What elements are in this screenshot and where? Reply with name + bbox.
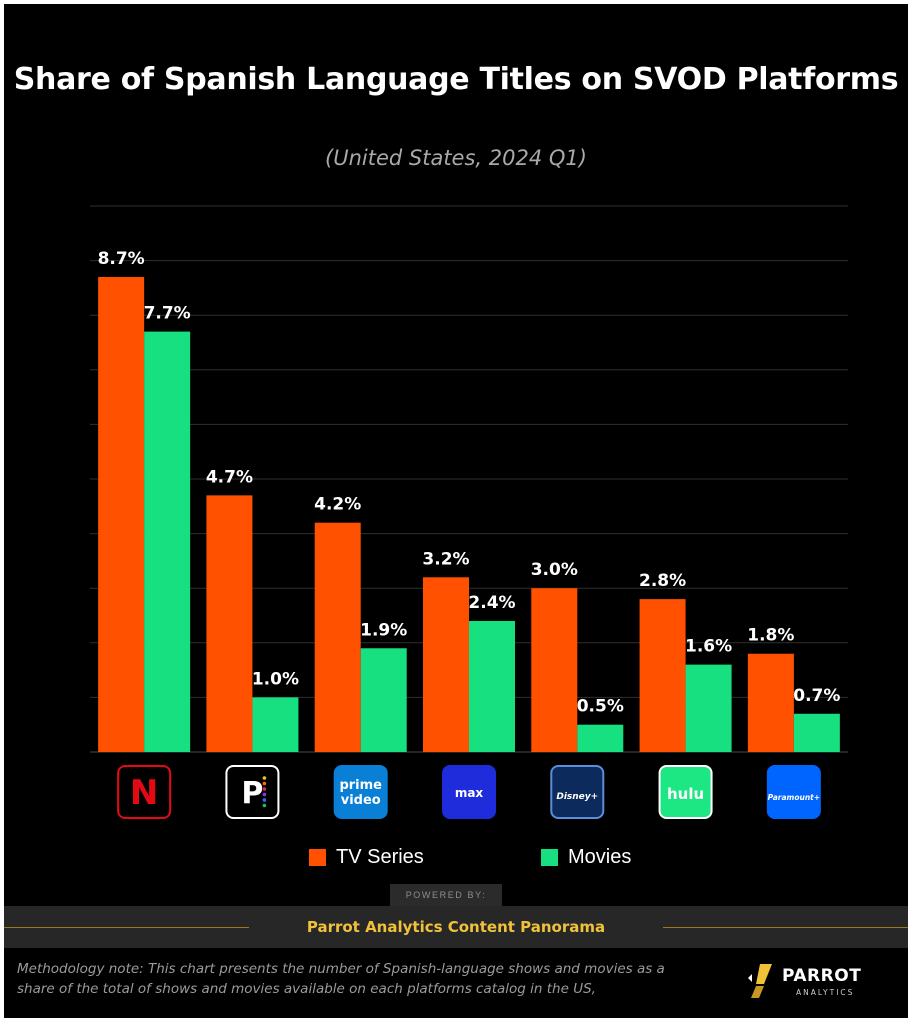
bar-tv-series [747, 653, 794, 752]
bar-movies [793, 713, 840, 752]
svg-text:Disney+: Disney+ [556, 792, 598, 802]
bar-movies [577, 724, 624, 752]
data-label-tv-series: 2.8% [639, 571, 686, 591]
bar-tv-series [314, 522, 361, 752]
data-label-tv-series: 8.7% [98, 249, 145, 269]
hulu-logo-icon: hulu [658, 765, 713, 819]
legend-item-movies: Movies [541, 846, 631, 869]
data-label-movies: 7.7% [144, 304, 191, 324]
legend-label-movies: Movies [568, 846, 632, 868]
legend: TV Series Movies [4, 846, 908, 876]
footer-divider-left [4, 927, 249, 928]
legend-swatch-movies [541, 849, 558, 866]
max-logo-icon: max [442, 765, 496, 819]
footer-band: Parrot Analytics Content Panorama [4, 906, 908, 948]
methodology-note: Methodology note: This chart presents th… [17, 961, 665, 997]
chart-title: Share of Spanish Language Titles on SVOD… [13, 62, 899, 97]
bar-tv-series [531, 588, 578, 752]
svg-text:video: video [341, 793, 381, 808]
netflix-logo-icon: N [117, 765, 172, 819]
brand-name: PARROT [782, 966, 862, 986]
bar-movies [360, 648, 407, 752]
bar-movies [252, 697, 299, 752]
chart-frame: Share of Spanish Language Titles on SVOD… [4, 4, 908, 1018]
bar-tv-series [98, 276, 145, 752]
bar-tv-series [639, 599, 686, 752]
svg-text:max: max [455, 786, 484, 800]
data-label-movies: 2.4% [468, 593, 515, 613]
brand-logo: PARROT ANALYTICS [746, 962, 866, 1002]
svg-text:Paramount+: Paramount+ [768, 793, 820, 802]
data-label-movies: 1.0% [252, 669, 299, 689]
data-label-movies: 0.5% [577, 697, 624, 717]
data-label-movies: 1.9% [360, 620, 407, 640]
data-label-movies: 0.7% [793, 686, 840, 706]
disney-plus-logo-icon: Disney+ [550, 765, 605, 819]
data-label-tv-series: 4.7% [206, 467, 253, 487]
legend-item-tv-series: TV Series [309, 846, 424, 869]
bar-movies [469, 620, 515, 752]
svg-text:hulu: hulu [667, 785, 704, 803]
footer-divider-right [663, 927, 908, 928]
chart-subtitle: (United States, 2024 Q1) [325, 146, 587, 170]
svg-text:N: N [130, 773, 158, 813]
powered-by-label: POWERED BY: [390, 884, 502, 906]
peacock-logo-icon: P [225, 765, 280, 819]
bar-tv-series [206, 495, 253, 752]
bar-movies [144, 331, 191, 752]
footer-source: Parrot Analytics Content Panorama [306, 918, 606, 936]
data-label-tv-series: 4.2% [314, 495, 361, 515]
svg-text:P: P [241, 776, 263, 811]
data-label-tv-series: 1.8% [747, 626, 794, 646]
parrot-logo-icon [748, 964, 772, 998]
bar-movies [685, 664, 732, 752]
data-label-movies: 1.6% [685, 637, 732, 657]
legend-label-tv-series: TV Series [336, 846, 424, 868]
legend-swatch-tv-series [309, 849, 326, 866]
data-label-tv-series: 3.2% [422, 549, 469, 569]
data-label-tv-series: 3.0% [531, 560, 578, 580]
svg-text:prime: prime [339, 778, 382, 793]
bar-tv-series [423, 577, 469, 752]
brand-sub: ANALYTICS [796, 988, 855, 997]
paramount-plus-logo-icon: Paramount+ [766, 765, 821, 819]
